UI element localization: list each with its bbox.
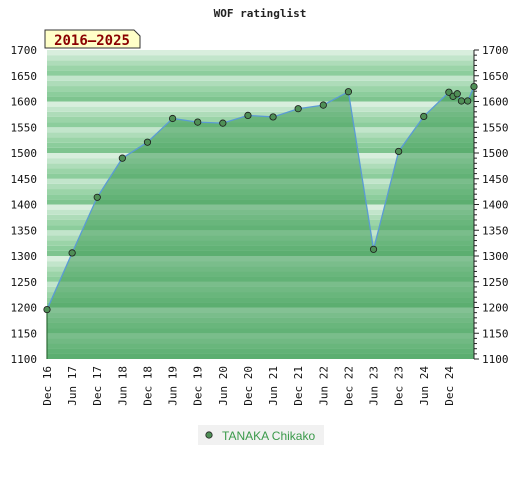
x-tick-label: Dec 21 [292,366,305,406]
y-tick-label-right: 1400 [482,199,509,212]
data-point[interactable] [168,114,177,123]
background-band [47,75,474,81]
background-band [47,55,474,61]
x-tick-label: Jun 21 [267,366,280,406]
legend-marker [205,431,213,439]
data-point[interactable] [143,138,152,146]
data-point[interactable] [93,193,101,201]
data-point[interactable] [294,105,302,113]
background-band [47,60,474,66]
data-point[interactable] [395,147,403,156]
legend[interactable]: TANAKA Chikako [198,425,324,445]
background-band [47,70,474,76]
y-tick-label-right: 1100 [482,353,509,366]
y-tick-label-left: 1100 [11,353,38,366]
data-point[interactable] [68,249,76,257]
x-tick-label: Dec 23 [393,366,406,406]
data-points [43,82,478,314]
area-fill [47,86,474,359]
x-tick-label: Dec 17 [91,366,104,406]
y-tick-label-right: 1700 [482,44,509,57]
y-tick-label-right: 1600 [482,96,509,109]
y-tick-label-left: 1500 [11,147,38,160]
chart-title: WOF ratinglist [214,7,307,20]
background-band [47,65,474,71]
x-tick-label: Dec 18 [141,366,154,406]
x-tick-label: Jun 18 [116,366,129,406]
y-tick-label-left: 1400 [11,199,38,212]
data-point[interactable] [457,97,466,105]
y-tick-label-right: 1150 [482,327,509,340]
period-badge-text: 2016–2025 [54,33,130,49]
y-tick-label-left: 1150 [11,327,38,340]
data-point[interactable] [244,111,252,120]
x-tick-label: Jun 24 [418,366,431,406]
background-band [47,96,474,102]
y-tick-label-left: 1600 [11,96,38,109]
data-point[interactable] [369,245,378,253]
x-tick-label: Jun 22 [317,366,330,406]
y-tick-label-right: 1550 [482,121,509,134]
data-point[interactable] [219,119,227,127]
y-tick-label-right: 1450 [482,173,509,186]
data-point[interactable] [470,82,478,91]
x-tick-label: Jun 23 [368,366,381,406]
x-tick-label: Dec 24 [443,366,456,406]
data-point[interactable] [420,112,428,121]
x-axis: Dec 16 Jun 17 Dec 17 Jun 18 Dec 18 Jun 19 Dec … [41,366,456,406]
y-tick-label-right: 1200 [482,302,509,315]
data-point[interactable] [43,305,51,314]
background-band [47,50,474,56]
background-band [47,80,474,87]
x-tick-label: Dec 20 [242,366,255,406]
data-point[interactable] [464,97,472,105]
y-tick-label-right: 1650 [482,70,509,83]
background-band [47,106,474,112]
data-point[interactable] [453,90,461,98]
y-tick-label-left: 1200 [11,302,38,315]
y-axis-right: 1100 1150 1200 1250 1300 1350 1400 1450 1500 1550… [473,44,509,366]
legend-label: TANAKA Chikako [222,429,315,443]
data-point[interactable] [445,88,453,96]
x-tick-label: Dec 16 [41,366,54,406]
x-tick-label: Jun 19 [167,366,180,406]
background-band [47,86,474,92]
y-tick-label-right: 1350 [482,224,509,237]
y-tick-label-right: 1500 [482,147,509,160]
y-tick-label-right: 1250 [482,276,509,289]
period-badge: 2016–2025 [44,29,141,49]
y-tick-label-left: 1700 [11,44,38,57]
y-tick-label-left: 1450 [11,173,38,186]
background-band [47,91,474,97]
data-point[interactable] [269,113,277,121]
y-axis-left: 1100 1150 1200 1250 1300 1350 1400 1450 1500 1550… [11,44,38,366]
x-tick-label: Dec 19 [192,366,205,406]
y-tick-label-left: 1250 [11,276,38,289]
data-point[interactable] [194,118,202,126]
y-tick-label-left: 1300 [11,250,38,263]
y-tick-label-left: 1350 [11,224,38,237]
data-point[interactable] [319,101,327,109]
x-tick-label: Jun 17 [66,366,79,406]
data-point[interactable] [118,154,126,162]
background-band [47,111,474,117]
data-point[interactable] [344,88,353,96]
x-tick-label: Jun 20 [217,366,230,406]
x-tick-label: Dec 22 [342,366,355,406]
background-band [47,101,474,107]
y-tick-label-left: 1650 [11,70,38,83]
y-tick-label-right: 1300 [482,250,509,263]
y-tick-label-left: 1550 [11,121,38,134]
